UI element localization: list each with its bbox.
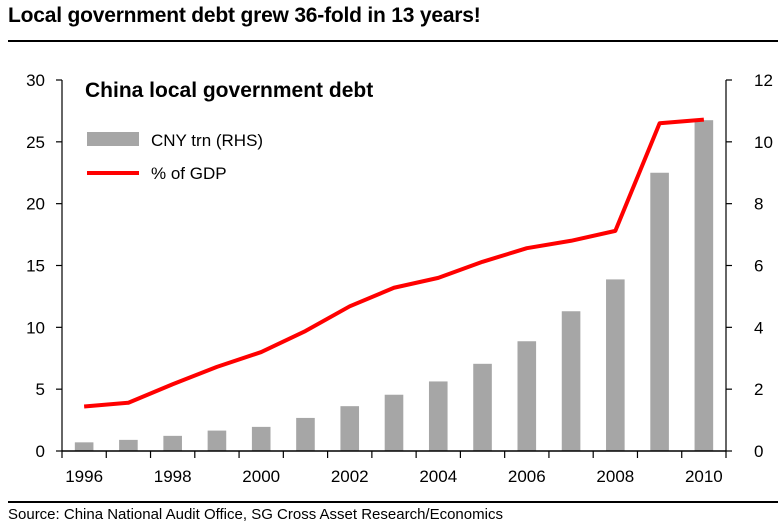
bar-2010: [694, 120, 714, 452]
legend-label-line: % of GDP: [151, 164, 227, 183]
x-tick-label-2004: 2004: [419, 467, 457, 486]
bar-2001: [296, 417, 315, 451]
bar-1998: [163, 435, 182, 451]
x-tick-label-2002: 2002: [331, 467, 369, 486]
bar-2000: [251, 426, 271, 451]
y-right-tick-label: 2: [754, 380, 763, 399]
headline: Local government debt grew 36-fold in 13…: [8, 4, 481, 27]
y-left-tick-label: 25: [26, 133, 45, 152]
chart-title: China local government debt: [85, 79, 373, 102]
x-tick-label-2006: 2006: [508, 467, 546, 486]
x-tick-label-1998: 1998: [154, 467, 192, 486]
chart: 1996 1998 2000 2002 2004 2006 2008 201005101520…: [26, 71, 773, 486]
y-left-tick-label: 30: [26, 71, 45, 90]
y-left-tick-label: 20: [26, 195, 45, 214]
bar-1997: [119, 439, 138, 451]
y-right-tick-label: 12: [754, 71, 773, 90]
y-right-tick-label: 4: [754, 318, 763, 337]
bar-2005: [473, 363, 492, 451]
x-tick-label-2000: 2000: [242, 467, 280, 486]
bar-1999: [207, 430, 227, 451]
bar-2006: [517, 341, 537, 451]
y-right-tick-label: 0: [754, 442, 763, 461]
bar-2009: [650, 172, 669, 451]
y-left-tick-label: 5: [36, 380, 45, 399]
bar-2003: [384, 394, 404, 451]
legend: CNY trn (RHS) % of GDP: [87, 131, 263, 183]
bar-2002: [340, 406, 360, 451]
y-left-tick-label: 15: [26, 257, 45, 276]
legend-swatch-bars: [87, 132, 139, 146]
legend-label-bars: CNY trn (RHS): [151, 131, 263, 150]
bar-2008: [606, 279, 625, 451]
x-tick-label-1996: 1996: [65, 467, 103, 486]
y-right-tick-label: 8: [754, 195, 763, 214]
top-rule: [8, 40, 778, 42]
plot-area: 1996 1998 2000 2002 2004 2006 2008 201005101520…: [26, 71, 773, 486]
y-left-tick-label: 10: [26, 318, 45, 337]
y-right-tick-label: 6: [754, 257, 763, 276]
source-note: Source: China National Audit Office, SG …: [8, 506, 503, 523]
y-left-tick-label: 0: [36, 442, 45, 461]
x-tick-label-2008: 2008: [596, 467, 634, 486]
x-tick-label-2010: 2010: [685, 467, 723, 486]
bar-2007: [561, 311, 581, 451]
bar-2004: [428, 381, 448, 451]
y-right-tick-label: 10: [754, 133, 773, 152]
bottom-rule: [8, 501, 778, 503]
bar-1996: [74, 442, 94, 451]
